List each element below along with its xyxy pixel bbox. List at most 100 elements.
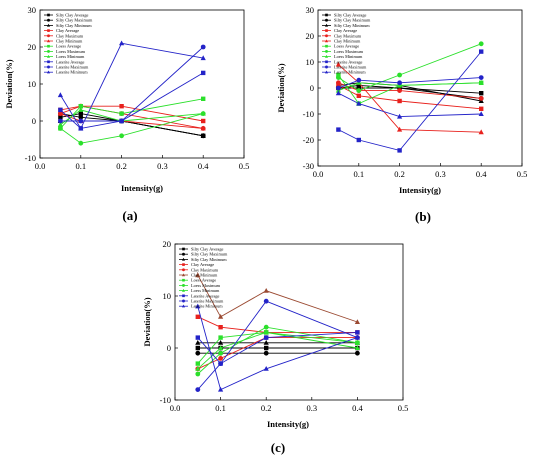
legend-label: Clay Maximum [56, 33, 84, 38]
legend-marker [182, 263, 185, 266]
legend-label: Clay Maximum [191, 267, 219, 272]
data-point [218, 350, 224, 356]
data-point [78, 125, 84, 131]
x-tick-label: 0.0 [35, 161, 46, 171]
data-point [356, 85, 361, 91]
series-lines [335, 41, 484, 153]
legend-label: Loess Maximum [191, 283, 221, 288]
legend-label: Clay Minimum [334, 39, 361, 44]
series-lines [195, 272, 360, 392]
data-point [263, 350, 269, 356]
y-tick-label: 20 [163, 239, 172, 249]
series-clay-minimum [195, 272, 360, 324]
y-axis-label: Deviation(%) [4, 59, 14, 108]
legend-item: Silty Clay Average [44, 13, 88, 18]
data-point [479, 91, 484, 96]
data-point [58, 115, 63, 120]
y-tick-labels: -30 -20 -10 0 10 20 30 [303, 5, 314, 171]
legend-marker [47, 49, 50, 53]
y-tick-label: -10 [25, 153, 36, 163]
legend-label: Laterite Minimum [191, 304, 223, 309]
data-point [78, 140, 84, 146]
series-line [197, 316, 358, 333]
data-point [195, 371, 201, 377]
legend-item: Silty Clay Minimum [179, 257, 227, 262]
data-point [218, 335, 223, 340]
legend-item: Loess Maximum [322, 49, 364, 54]
legend-label: Laterite Average [191, 293, 220, 298]
legend-marker [181, 288, 186, 292]
legend-item: Laterite Maximum [179, 299, 224, 304]
legend-item: Silty Clay Maximum [179, 252, 228, 257]
data-point [195, 366, 201, 371]
chart-panel-c: -10 0 10 20 0.0 0.1 0.2 0.3 0.4 0.5 Silty Clay A… [142, 239, 408, 455]
legend-marker [324, 70, 329, 74]
legend-marker [46, 70, 51, 74]
data-point [354, 319, 360, 324]
legend-item: Clay Maximum [322, 33, 362, 38]
legend-item: Silty Clay Maximum [322, 18, 371, 23]
legend-item: Loess Maximum [179, 283, 221, 288]
y-tick-label: 30 [306, 5, 315, 15]
legend-marker [325, 49, 328, 53]
legend-item: Loess Minimum [44, 54, 85, 59]
legend-marker [182, 299, 185, 303]
x-tick-label: 0.3 [435, 169, 446, 179]
series-line [60, 105, 204, 122]
legend-label: Clay Average [334, 28, 357, 33]
data-point [195, 335, 200, 340]
legend-label: Loess Minimum [334, 54, 363, 59]
data-point [58, 107, 63, 113]
legend-marker [182, 247, 185, 251]
data-point [354, 334, 360, 340]
legend-item: Laterite Minimum [179, 304, 223, 309]
x-tick-label: 0.3 [306, 403, 317, 413]
legend-marker [47, 29, 50, 32]
legend-label: Clay Minimum [191, 273, 218, 278]
y-tick-label: 30 [28, 5, 37, 15]
data-point [356, 77, 362, 83]
data-point [397, 148, 402, 153]
data-point [336, 72, 341, 78]
legend-marker [182, 278, 185, 282]
data-point [263, 298, 269, 304]
data-point [355, 330, 360, 335]
chart-panel-b: -30 -20 -10 0 10 20 30 0.0 0.1 0.2 0.3 0.4 0.5 Silt… [276, 5, 527, 224]
legend-label: Laterite Maximum [191, 299, 224, 304]
legend-label: Laterite Minimum [334, 70, 366, 75]
legend-marker [46, 54, 51, 58]
y-axis-label: Deviation(%) [276, 63, 286, 112]
data-point [355, 350, 360, 356]
legend-marker [47, 44, 50, 48]
data-point [78, 114, 84, 120]
legend-item: Loess Average [179, 278, 216, 283]
series-line [338, 92, 482, 118]
data-point [57, 92, 63, 98]
data-point [78, 111, 83, 116]
series-laterite-maximum [336, 75, 484, 91]
legend-label: Silty Clay Minimum [334, 23, 370, 28]
x-tick-label: 0.4 [352, 403, 363, 413]
series-lines [57, 40, 206, 146]
data-point [336, 85, 341, 91]
legend-label: Laterite Average [334, 59, 363, 64]
data-point [218, 325, 223, 330]
panel-label: (a) [122, 208, 137, 223]
x-tick-labels: 0.0 0.1 0.2 0.3 0.4 0.5 [170, 403, 409, 413]
x-tick-label: 0.0 [313, 169, 324, 179]
legend-item: Laterite Average [44, 59, 85, 64]
y-tick-label: -10 [303, 109, 314, 119]
legend-marker [181, 304, 186, 308]
legend-item: Loess Average [44, 44, 81, 49]
legend-label: Silty Clay Minimum [191, 257, 227, 262]
legend-item: Loess Minimum [322, 54, 363, 59]
y-tick-labels: -10 0 10 20 30 [25, 5, 36, 163]
legend-item: Clay Minimum [179, 273, 218, 278]
legend-marker [181, 273, 186, 277]
y-tick-label: 10 [306, 57, 315, 67]
y-tick-label: -10 [160, 395, 171, 405]
data-point [119, 133, 124, 139]
panel-label: (c) [271, 440, 285, 455]
legend-marker [325, 34, 328, 38]
